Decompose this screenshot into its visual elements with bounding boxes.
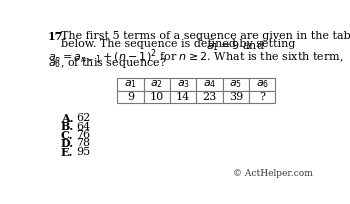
Bar xyxy=(117,78,144,91)
Text: $a_2$: $a_2$ xyxy=(150,79,163,90)
Text: $a_n = a_{n-1} + (n - 1)^2$ for $n \geq 2$. What is the sixth term,: $a_n = a_{n-1} + (n - 1)^2$ for $n \geq … xyxy=(48,48,343,66)
Text: $a_5$: $a_5$ xyxy=(229,79,243,90)
Text: $a_4$: $a_4$ xyxy=(203,79,216,90)
Bar xyxy=(223,91,249,103)
Text: 17.: 17. xyxy=(48,31,67,42)
Text: 76: 76 xyxy=(76,130,90,140)
Text: 39: 39 xyxy=(229,92,243,102)
Bar xyxy=(196,91,223,103)
Bar xyxy=(170,91,196,103)
Text: 14: 14 xyxy=(176,92,190,102)
Text: 62: 62 xyxy=(76,113,91,123)
Text: 23: 23 xyxy=(202,92,217,102)
Text: $a_3$: $a_3$ xyxy=(177,79,190,90)
Bar xyxy=(223,78,249,91)
Text: $a_1$: $a_1$ xyxy=(124,79,137,90)
Text: D.: D. xyxy=(61,139,74,150)
Text: ?: ? xyxy=(259,92,265,102)
Text: below. The sequence is defined by setting: below. The sequence is defined by settin… xyxy=(61,39,295,49)
Text: 10: 10 xyxy=(150,92,164,102)
Text: E.: E. xyxy=(61,147,73,158)
Bar xyxy=(249,78,275,91)
Text: © ActHelper.com: © ActHelper.com xyxy=(233,170,313,178)
Bar xyxy=(144,78,170,91)
Text: 78: 78 xyxy=(76,139,90,149)
Text: The first 5 terms of a sequence are given in the table: The first 5 terms of a sequence are give… xyxy=(61,31,350,41)
Bar xyxy=(170,78,196,91)
Bar xyxy=(196,78,223,91)
Text: 9: 9 xyxy=(127,92,134,102)
Bar xyxy=(117,91,144,103)
Bar xyxy=(144,91,170,103)
Text: A.: A. xyxy=(61,113,73,124)
Text: 64: 64 xyxy=(76,122,91,132)
Text: $a_1 = 9$ and: $a_1 = 9$ and xyxy=(206,39,265,53)
Text: B.: B. xyxy=(61,122,74,133)
Text: C.: C. xyxy=(61,130,73,141)
Text: $a_6$, of this sequence?: $a_6$, of this sequence? xyxy=(48,56,166,70)
Text: $a_6$: $a_6$ xyxy=(256,79,269,90)
Bar xyxy=(249,91,275,103)
Text: 95: 95 xyxy=(76,147,91,157)
